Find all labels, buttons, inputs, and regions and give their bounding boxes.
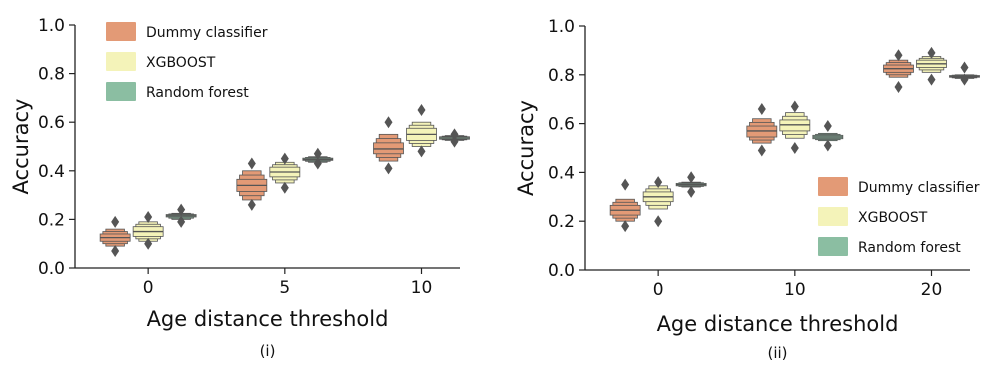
- outlier-marker: [111, 215, 120, 228]
- outlier-marker: [687, 185, 696, 198]
- x-tick-label: 10: [784, 280, 806, 300]
- outlier-marker: [654, 215, 663, 228]
- outlier-marker: [960, 73, 969, 86]
- boxen: [269, 152, 301, 194]
- outlier-marker: [177, 215, 186, 228]
- y-tick-label: 1.0: [38, 16, 65, 36]
- boxen: [406, 104, 437, 158]
- legend-swatch: [106, 52, 136, 71]
- outlier-marker: [894, 49, 903, 62]
- y-tick-label: 0.8: [548, 66, 575, 86]
- outlier-marker: [313, 157, 322, 170]
- outlier-marker: [687, 171, 696, 184]
- outlier-marker: [654, 176, 663, 189]
- legend: Dummy classifier XGBOOST Random forest: [106, 22, 268, 101]
- y-tick-label: 0.6: [38, 113, 65, 133]
- y-tick-label: 0.2: [548, 212, 575, 232]
- y-tick-label: 0.6: [548, 115, 575, 135]
- boxen: [373, 116, 404, 175]
- y-axis-label: Accuracy: [9, 99, 33, 195]
- boxen: [439, 128, 470, 148]
- boxen: [916, 46, 947, 86]
- panel-label: (i): [260, 342, 276, 360]
- outlier-marker: [247, 198, 256, 211]
- x-tick-label: 5: [279, 278, 290, 298]
- outlier-marker: [757, 144, 766, 157]
- legend-label: Random forest: [858, 240, 961, 256]
- outlier-marker: [417, 145, 426, 158]
- x-tick-label: 0: [143, 278, 154, 298]
- y-tick-label: 0.0: [38, 259, 65, 279]
- outlier-marker: [450, 128, 459, 141]
- y-axis-label: Accuracy: [514, 100, 538, 196]
- y-tick-label: 0.0: [548, 261, 575, 281]
- outlier-marker: [144, 210, 153, 223]
- y-tick-label: 1.0: [548, 17, 575, 37]
- legend-swatch: [106, 82, 136, 101]
- boxen: [132, 210, 164, 250]
- outlier-marker: [384, 116, 393, 129]
- legend-label: XGBOOST: [858, 210, 928, 226]
- chart-panel: 0.0 0.2 0.4 0.6 0.8 1.0 0 10 20 Accuracy Age dista…: [514, 17, 980, 362]
- boxen: [236, 157, 268, 211]
- boxen: [949, 61, 980, 86]
- outlier-marker: [927, 73, 936, 86]
- outlier-marker: [621, 178, 630, 191]
- legend: Dummy classifier XGBOOST Random forest: [818, 177, 980, 256]
- outlier-marker: [247, 157, 256, 170]
- boxen: [165, 203, 197, 228]
- boxen: [746, 102, 778, 157]
- outlier-marker: [927, 46, 936, 59]
- outlier-marker: [144, 237, 153, 250]
- outlier-marker: [111, 244, 120, 257]
- panel-label: (ii): [767, 344, 787, 362]
- outlier-marker: [894, 81, 903, 93]
- boxen: [883, 49, 914, 93]
- legend-label: Random forest: [146, 85, 249, 101]
- y-tick-label: 0.4: [548, 163, 575, 183]
- y-tick-label: 0.8: [38, 65, 65, 85]
- boxen: [302, 147, 334, 170]
- y-tick-label: 0.2: [38, 210, 65, 230]
- outlier-marker: [823, 120, 832, 133]
- legend-swatch: [106, 22, 136, 41]
- outlier-marker: [790, 142, 799, 154]
- legend-label: XGBOOST: [146, 55, 216, 71]
- x-axis-label: Age distance threshold: [657, 312, 899, 336]
- outlier-marker: [960, 61, 969, 74]
- boxen: [779, 100, 811, 154]
- legend-label: Dummy classifier: [146, 25, 268, 41]
- y-tick-label: 0.4: [38, 162, 65, 182]
- boxen: [642, 176, 674, 228]
- legend-swatch: [818, 207, 848, 226]
- boxen: [99, 215, 131, 257]
- outlier-marker: [417, 104, 426, 117]
- outlier-marker: [621, 220, 630, 233]
- x-axis-label: Age distance threshold: [147, 307, 389, 331]
- outlier-marker: [790, 100, 799, 113]
- outlier-marker: [280, 152, 289, 165]
- outlier-marker: [384, 162, 393, 175]
- legend-swatch: [818, 237, 848, 256]
- boxen: [812, 120, 844, 152]
- legend-swatch: [818, 177, 848, 196]
- outlier-marker: [177, 203, 186, 216]
- legend-label: Dummy classifier: [858, 180, 980, 196]
- outlier-marker: [313, 147, 322, 160]
- outlier-marker: [757, 102, 766, 115]
- outlier-marker: [450, 135, 459, 148]
- x-tick-label: 10: [411, 278, 433, 298]
- boxen: [609, 178, 641, 233]
- x-tick-label: 20: [921, 280, 943, 300]
- outlier-marker: [280, 181, 289, 194]
- boxen: [675, 171, 707, 198]
- chart-panel: 0.0 0.2 0.4 0.6 0.8 1.0 0 5 10 Accuracy Age distan…: [9, 16, 470, 360]
- outlier-marker: [823, 139, 832, 152]
- x-tick-label: 0: [653, 280, 664, 300]
